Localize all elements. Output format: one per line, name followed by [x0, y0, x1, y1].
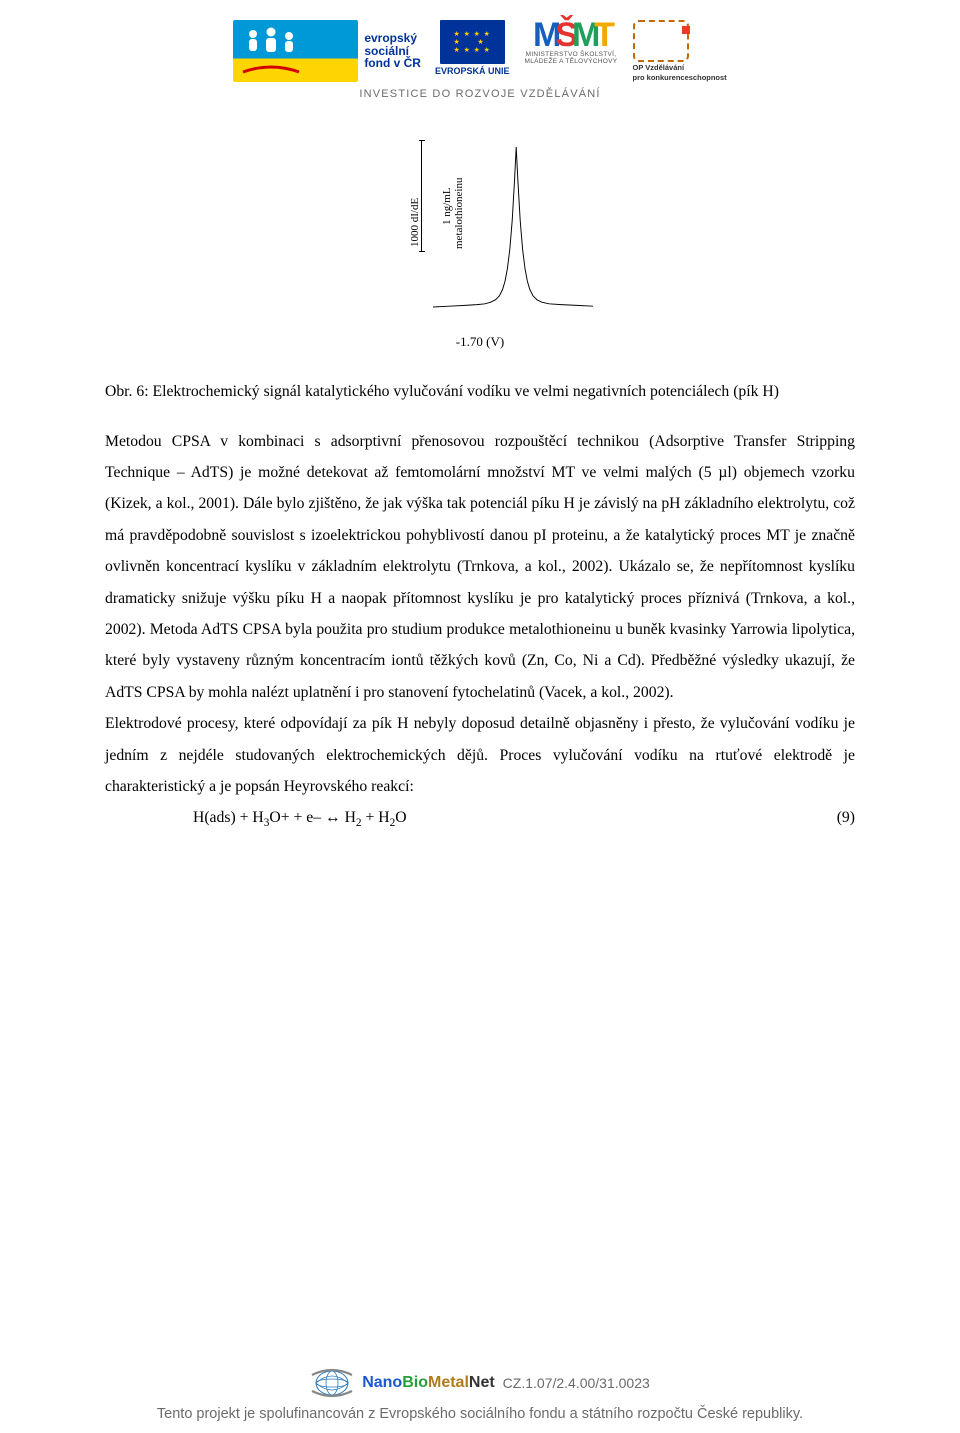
opvk-logo: OP Vzdělávání pro konkurenceschopnost [633, 20, 727, 82]
esf-logo: evropský sociální fond v ČR [233, 20, 421, 82]
header-tagline: INVESTICE DO ROZVOJE VZDĚLÁVÁNÍ [359, 88, 600, 100]
header-logos: evropský sociální fond v ČR ★ ★ ★ ★★ ★★ … [105, 20, 855, 100]
eu-logo: ★ ★ ★ ★★ ★★ ★ ★ ★ EVROPSKÁ UNIE [435, 20, 510, 82]
eq-seg: O+ + e– ↔ H [269, 809, 356, 826]
footer-brand: NanoBioMetalNet CZ.1.07/2.4.00/31.0023 [0, 1363, 960, 1403]
esf-logo-mark [233, 20, 358, 82]
opvk-mark-icon [633, 20, 689, 62]
body-paragraph-2: Elektrodové procesy, které odpovídají za… [105, 708, 855, 802]
esf-text: evropský sociální fond v ČR [364, 32, 421, 70]
eq-seg: H(ads) + H [193, 809, 264, 826]
eu-label: EVROPSKÁ UNIE [435, 66, 510, 76]
chronopotentiometric-peak-figure: 1000 dI/dE 1 ng/mL metalothioneinu -1.70… [365, 125, 595, 350]
eu-flag-icon: ★ ★ ★ ★★ ★★ ★ ★ ★ [440, 20, 505, 64]
msmt-line: MINISTERSTVO ŠKOLSTVÍ, [526, 51, 617, 58]
opvk-line: OP Vzdělávání [633, 64, 685, 72]
equation-formula: H(ads) + H3O+ + e– ↔ H2 + H2O [193, 802, 407, 835]
page-footer: NanoBioMetalNet CZ.1.07/2.4.00/31.0023 T… [0, 1363, 960, 1423]
figure-caption: Obr. 6: Elektrochemický signál katalytic… [105, 380, 855, 404]
footer-funding-line: Tento projekt je spolufinancován z Evrop… [105, 1405, 855, 1423]
opvk-line: pro konkurenceschopnost [633, 74, 727, 82]
footer-brand-text: NanoBioMetalNet [362, 1374, 494, 1392]
globe-icon [310, 1363, 354, 1403]
y-scale-label: 1000 dI/dE [409, 198, 421, 247]
esf-text-line: evropský [364, 32, 421, 45]
body-paragraph-1: Metodou CPSA v kombinaci s adsorptivní p… [105, 426, 855, 709]
caption-prefix: Obr. 6: [105, 383, 153, 400]
eq-seg: O [395, 809, 406, 826]
page: evropský sociální fond v ČR ★ ★ ★ ★★ ★★ … [0, 0, 960, 1433]
brand-seg: Nano [362, 1374, 402, 1391]
footer-project-code: CZ.1.07/2.4.00/31.0023 [503, 1375, 650, 1391]
esf-text-line: fond v ČR [364, 57, 421, 70]
scale-bar-icon [421, 140, 422, 252]
equation-number: (9) [837, 802, 855, 833]
brand-seg: Net [469, 1374, 495, 1391]
equation-row: H(ads) + H3O+ + e– ↔ H2 + H2O (9) [105, 802, 855, 835]
caption-text: Elektrochemický signál katalytického vyl… [153, 383, 779, 400]
x-potential-label: -1.70 (V) [365, 334, 595, 350]
logo-row: evropský sociální fond v ČR ★ ★ ★ ★★ ★★ … [233, 20, 726, 82]
eq-seg: + H [362, 809, 390, 826]
brand-seg: Metal [428, 1374, 469, 1391]
brand-seg: Bio [402, 1374, 428, 1391]
figure-area: 1000 dI/dE 1 ng/mL metalothioneinu -1.70… [105, 125, 855, 350]
msmt-line: MLÁDEŽE A TĚLOVÝCHOVY [525, 58, 618, 65]
msmt-logo: M Š M T MINISTERSTVO ŠKOLSTVÍ, MLÁDEŽE A… [524, 20, 619, 82]
esf-figures-icon [241, 24, 301, 74]
peak-curve [433, 131, 593, 331]
